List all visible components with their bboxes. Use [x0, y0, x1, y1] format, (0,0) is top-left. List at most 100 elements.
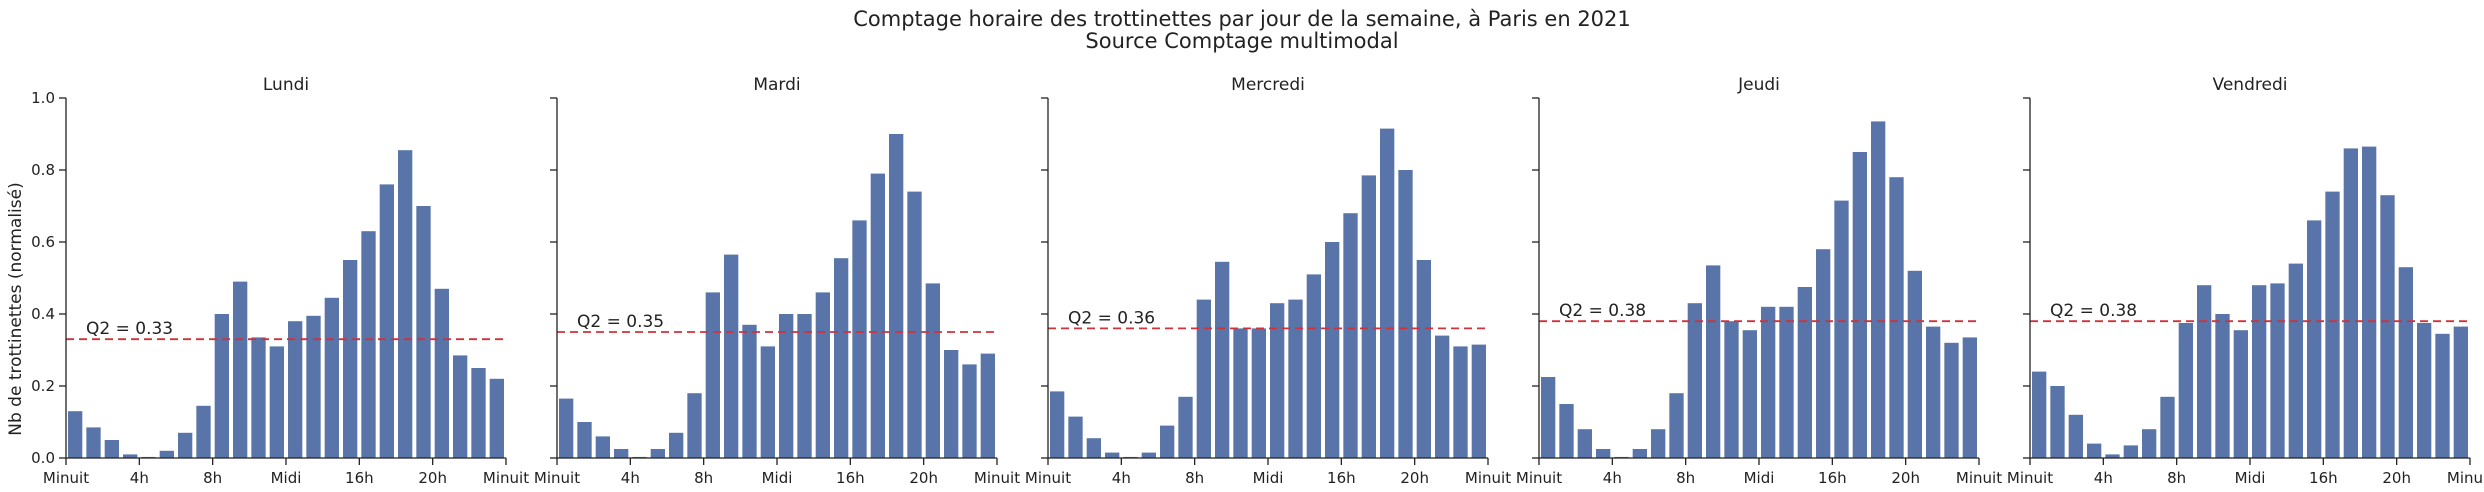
bar	[614, 449, 629, 458]
x-tick-label: 16h	[1818, 469, 1847, 487]
bar	[1632, 449, 1647, 458]
x-tick-label: 20h	[418, 469, 447, 487]
median-label: Q2 = 0.38	[1559, 301, 1646, 321]
y-tick-label: 1.0	[31, 89, 55, 107]
x-tick-label: Midi	[2235, 469, 2266, 487]
x-tick-label: 4h	[1112, 469, 1131, 487]
bar	[944, 350, 959, 458]
bar	[2380, 195, 2395, 458]
x-tick-label: 16h	[345, 469, 374, 487]
panel-mercredi: Mercredi Q2 = 0.36 Minuit 4h 8h Midi 16h 20h Min…	[1025, 75, 1511, 487]
bar	[852, 220, 867, 458]
bar	[2105, 454, 2120, 458]
bar	[1251, 328, 1266, 458]
x-tick-label: 4h	[2094, 469, 2113, 487]
bar	[2215, 314, 2230, 458]
bar	[159, 450, 174, 458]
y-tick-label: 0.4	[31, 305, 55, 323]
x-tick-label: 20h	[909, 469, 938, 487]
bar	[1761, 306, 1776, 458]
x-tick-label: Minuit	[1025, 469, 1071, 487]
bar	[742, 324, 757, 458]
bar	[1596, 449, 1611, 458]
x-tick-label: Midi	[1253, 469, 1284, 487]
x-tick-label: 8h	[1185, 469, 1204, 487]
x-tick-label: Minuit	[2007, 469, 2053, 487]
bar	[687, 393, 702, 458]
bar	[1196, 299, 1211, 458]
bar	[595, 436, 610, 458]
bar	[1852, 152, 1867, 458]
bar	[577, 422, 592, 458]
bar	[1471, 344, 1486, 458]
bar	[1361, 175, 1376, 458]
bar	[559, 398, 574, 458]
bar	[68, 411, 83, 458]
bar	[489, 378, 504, 458]
bar	[925, 283, 940, 458]
bar	[178, 432, 193, 458]
x-tick-label: Midi	[271, 469, 302, 487]
bar	[453, 355, 468, 458]
x-tick-label: Minuit	[483, 469, 529, 487]
bar	[1215, 261, 1230, 458]
x-tick-label: 8h	[694, 469, 713, 487]
bar	[2325, 191, 2340, 458]
bar	[86, 427, 101, 458]
median-label: Q2 = 0.38	[2050, 301, 2137, 321]
bar	[1724, 321, 1739, 458]
panel-title: Lundi	[263, 75, 309, 95]
bar	[962, 364, 977, 458]
x-tick-label: 4h	[130, 469, 149, 487]
bar	[1068, 416, 1083, 458]
bar	[251, 337, 266, 458]
x-tick-label: Midi	[762, 469, 793, 487]
y-tick-label: 0.6	[31, 233, 55, 251]
chart-title: Comptage horaire des trottinettes par jo…	[853, 7, 1631, 31]
bar	[907, 191, 922, 458]
median-label: Q2 = 0.36	[1068, 308, 1155, 328]
bar	[1325, 242, 1340, 458]
x-tick-label: Minuit	[1956, 469, 2002, 487]
x-tick-label: Minuit	[974, 469, 1020, 487]
x-tick-label: 16h	[2309, 469, 2338, 487]
x-tick-label: Midi	[1744, 469, 1775, 487]
bar	[343, 260, 358, 458]
bar	[471, 368, 486, 458]
bar	[2343, 148, 2358, 458]
panel-vendredi: Vendredi Q2 = 0.38 Minuit 4h 8h Midi 16h 20h Min…	[2007, 75, 2484, 487]
bar	[1779, 306, 1794, 458]
bar	[1944, 342, 1959, 458]
bar	[1816, 249, 1831, 458]
bar	[1742, 330, 1757, 458]
y-tick-label: 0.0	[31, 449, 55, 467]
bar	[2435, 333, 2450, 458]
bar	[2362, 146, 2377, 458]
bar	[2417, 323, 2432, 458]
bar	[1797, 287, 1812, 458]
bar	[1105, 452, 1120, 458]
bar	[2032, 371, 2047, 458]
bar	[1687, 303, 1702, 458]
bar	[306, 315, 321, 458]
y-tick-label: 0.2	[31, 377, 55, 395]
x-tick-label: Minuit	[43, 469, 89, 487]
bar	[123, 454, 138, 458]
bar	[1926, 326, 1941, 458]
bar	[2252, 285, 2267, 458]
bar	[196, 405, 211, 458]
y-axis-label: Nb de trottinettes (normalisé)	[6, 182, 26, 435]
bar	[1398, 170, 1413, 458]
bar	[1160, 425, 1175, 458]
x-tick-label: 20h	[1891, 469, 1920, 487]
bar	[1889, 177, 1904, 458]
bar	[2178, 323, 2193, 458]
bar	[2142, 429, 2157, 458]
bar	[1541, 377, 1556, 458]
bar	[1669, 393, 1684, 458]
bar	[361, 231, 376, 458]
x-tick-label: Minuit	[1516, 469, 1562, 487]
bar	[1306, 274, 1321, 458]
bar	[1141, 452, 1156, 458]
